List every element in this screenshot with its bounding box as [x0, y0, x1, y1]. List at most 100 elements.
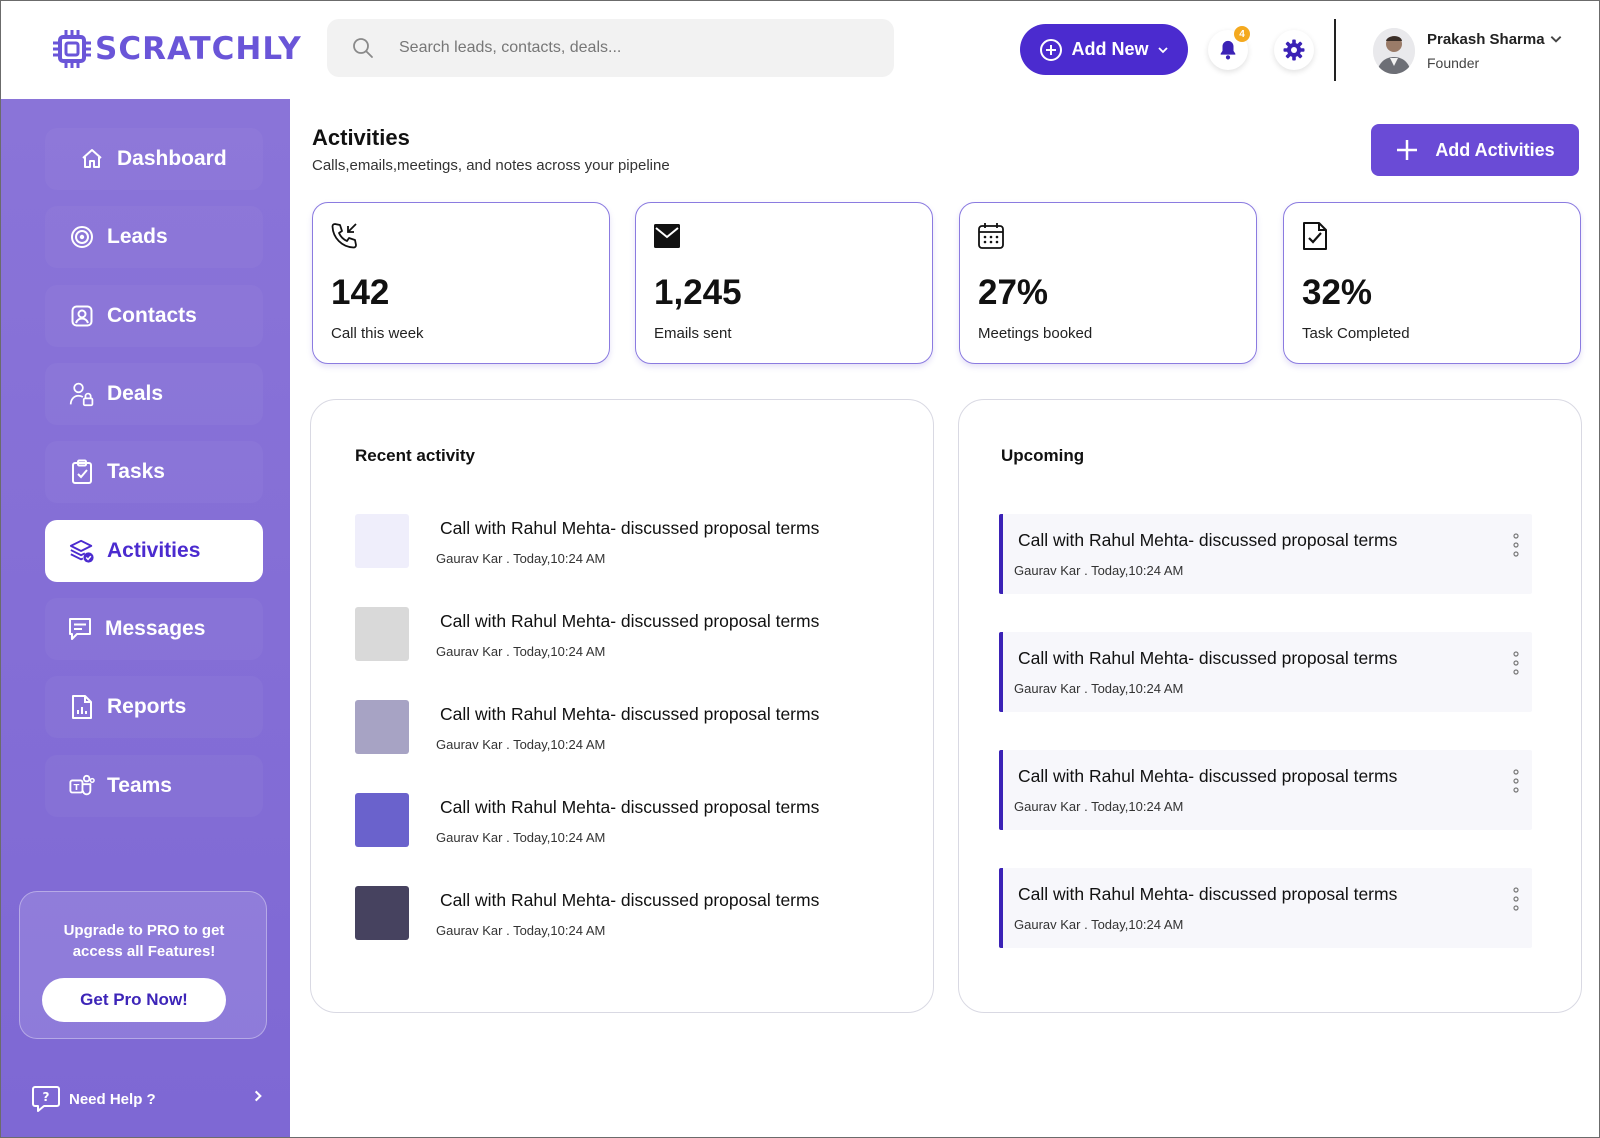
- settings-button[interactable]: [1274, 30, 1314, 70]
- more-options-icon[interactable]: [1508, 766, 1524, 796]
- sidebar-item-label: Tasks: [107, 460, 165, 483]
- page-title: Activities: [312, 125, 410, 150]
- help-label: Need Help ?: [69, 1090, 156, 1108]
- list-item[interactable]: Call with Rahul Mehta- discussed proposa…: [999, 632, 1532, 712]
- list-item[interactable]: Call with Rahul Mehta- discussed proposa…: [355, 886, 915, 946]
- activity-meta: Gaurav Kar . Today,10:24 AM: [436, 644, 606, 659]
- activity-thumbnail: [355, 514, 409, 568]
- list-item[interactable]: Call with Rahul Mehta- discussed proposa…: [999, 514, 1532, 594]
- sidebar-item-reports[interactable]: Reports: [45, 676, 263, 738]
- avatar[interactable]: [1373, 28, 1415, 74]
- user-avatar-icon: [1373, 28, 1415, 74]
- stat-label: Emails sent: [654, 325, 732, 342]
- sidebar-item-messages[interactable]: Messages: [45, 598, 263, 660]
- file-check-icon: [1303, 222, 1327, 250]
- phone-incoming-icon: [331, 223, 357, 249]
- chevron-right-icon[interactable]: [251, 1089, 265, 1103]
- list-item[interactable]: Call with Rahul Mehta- discussed proposa…: [355, 514, 915, 574]
- list-item[interactable]: Call with Rahul Mehta- discussed proposa…: [355, 700, 915, 760]
- panel-title: Upcoming: [1001, 446, 1085, 465]
- help-link[interactable]: ? Need Help ?: [31, 1085, 156, 1113]
- upgrade-text: Upgrade to PRO to get access all Feature…: [63, 922, 225, 960]
- list-item[interactable]: Call with Rahul Mehta- discussed proposa…: [355, 793, 915, 853]
- sidebar-item-dashboard[interactable]: Dashboard: [45, 128, 263, 190]
- activity-title: Call with Rahul Mehta- discussed proposa…: [440, 704, 820, 724]
- stat-value: 1,245: [654, 273, 742, 312]
- home-icon: [79, 146, 105, 172]
- sidebar-item-leads[interactable]: Leads: [45, 206, 263, 268]
- sidebar-item-tasks[interactable]: Tasks: [45, 441, 263, 503]
- sidebar-item-activities[interactable]: Activities: [45, 520, 263, 582]
- stat-label: Task Completed: [1302, 325, 1410, 342]
- calendar-icon: [978, 223, 1004, 249]
- chip-logo-icon: [53, 30, 91, 68]
- more-options-icon[interactable]: [1508, 648, 1524, 678]
- activity-title: Call with Rahul Mehta- discussed proposa…: [440, 518, 820, 538]
- upcoming-meta: Gaurav Kar . Today,10:24 AM: [1014, 917, 1184, 932]
- search-input[interactable]: [399, 39, 859, 57]
- activity-title: Call with Rahul Mehta- discussed proposa…: [440, 611, 820, 631]
- chevron-down-icon[interactable]: [1549, 32, 1563, 46]
- plus-icon: [1397, 140, 1418, 160]
- upcoming-meta: Gaurav Kar . Today,10:24 AM: [1014, 799, 1184, 814]
- sidebar-item-contacts[interactable]: Contacts: [45, 285, 263, 347]
- user-lock-icon: [69, 381, 95, 407]
- mail-icon: [654, 224, 680, 248]
- contact-icon: [69, 303, 95, 329]
- upcoming-title: Call with Rahul Mehta- discussed proposa…: [1018, 884, 1398, 904]
- top-header: SCRATCHLY Add New 4: [1, 1, 1599, 99]
- bell-icon: [1220, 40, 1236, 60]
- sidebar-item-label: Messages: [105, 617, 206, 640]
- sidebar-item-label: Dashboard: [117, 147, 227, 170]
- activity-thumbnail: [355, 700, 409, 754]
- message-icon: [67, 616, 93, 642]
- activity-meta: Gaurav Kar . Today,10:24 AM: [436, 923, 606, 938]
- layers-check-icon: [69, 538, 95, 564]
- get-pro-button[interactable]: Get Pro Now!: [42, 978, 226, 1022]
- sidebar-item-label: Reports: [107, 695, 187, 718]
- sidebar-item-label: Teams: [107, 774, 172, 797]
- list-item[interactable]: Call with Rahul Mehta- discussed proposa…: [999, 750, 1532, 830]
- panel-title: Recent activity: [355, 446, 475, 465]
- stat-card-emails[interactable]: 1,245 Emails sent: [635, 202, 933, 364]
- activity-title: Call with Rahul Mehta- discussed proposa…: [440, 890, 820, 910]
- add-activities-button[interactable]: Add Activities: [1371, 124, 1579, 176]
- upcoming-panel: Upcoming Call with Rahul Mehta- discusse…: [958, 399, 1582, 1013]
- list-item[interactable]: Call with Rahul Mehta- discussed proposa…: [999, 868, 1532, 948]
- recent-activity-panel: Recent activity Call with Rahul Mehta- d…: [310, 399, 934, 1013]
- target-icon: [69, 224, 95, 250]
- svg-text:T: T: [74, 782, 80, 792]
- notifications-button[interactable]: 4: [1208, 26, 1250, 70]
- more-options-icon[interactable]: [1508, 884, 1524, 914]
- sidebar: Dashboard Leads Contacts Deals Tasks: [1, 99, 290, 1137]
- sidebar-item-teams[interactable]: T Teams: [45, 755, 263, 817]
- list-item[interactable]: Call with Rahul Mehta- discussed proposa…: [355, 607, 915, 667]
- upcoming-title: Call with Rahul Mehta- discussed proposa…: [1018, 530, 1398, 550]
- more-options-icon[interactable]: [1508, 530, 1524, 560]
- upcoming-meta: Gaurav Kar . Today,10:24 AM: [1014, 563, 1184, 578]
- upcoming-meta: Gaurav Kar . Today,10:24 AM: [1014, 681, 1184, 696]
- stat-card-meetings[interactable]: 27% Meetings booked: [959, 202, 1257, 364]
- activity-meta: Gaurav Kar . Today,10:24 AM: [436, 551, 606, 566]
- sidebar-item-deals[interactable]: Deals: [45, 363, 263, 425]
- stat-value: 142: [331, 273, 390, 312]
- sidebar-item-label: Leads: [107, 225, 168, 248]
- activity-thumbnail: [355, 607, 409, 661]
- add-new-button[interactable]: Add New: [1020, 24, 1188, 75]
- sidebar-item-label: Deals: [107, 382, 164, 405]
- stat-label: Meetings booked: [978, 325, 1093, 342]
- user-role: Founder: [1427, 55, 1480, 71]
- gear-icon: [1283, 39, 1305, 61]
- brand-name: SCRATCHLY: [95, 31, 302, 67]
- brand-logo[interactable]: SCRATCHLY: [53, 29, 302, 69]
- header-divider: [1334, 19, 1336, 81]
- page-subtitle: Calls,emails,meetings, and notes across …: [312, 157, 670, 174]
- stat-card-tasks[interactable]: 32% Task Completed: [1283, 202, 1581, 364]
- upcoming-title: Call with Rahul Mehta- discussed proposa…: [1018, 766, 1398, 786]
- upgrade-card: Upgrade to PRO to get access all Feature…: [19, 891, 267, 1039]
- user-name[interactable]: Prakash Sharma: [1427, 31, 1545, 48]
- stat-label: Call this week: [331, 325, 424, 342]
- upcoming-title: Call with Rahul Mehta- discussed proposa…: [1018, 648, 1398, 668]
- stat-card-calls[interactable]: 142 Call this week: [312, 202, 610, 364]
